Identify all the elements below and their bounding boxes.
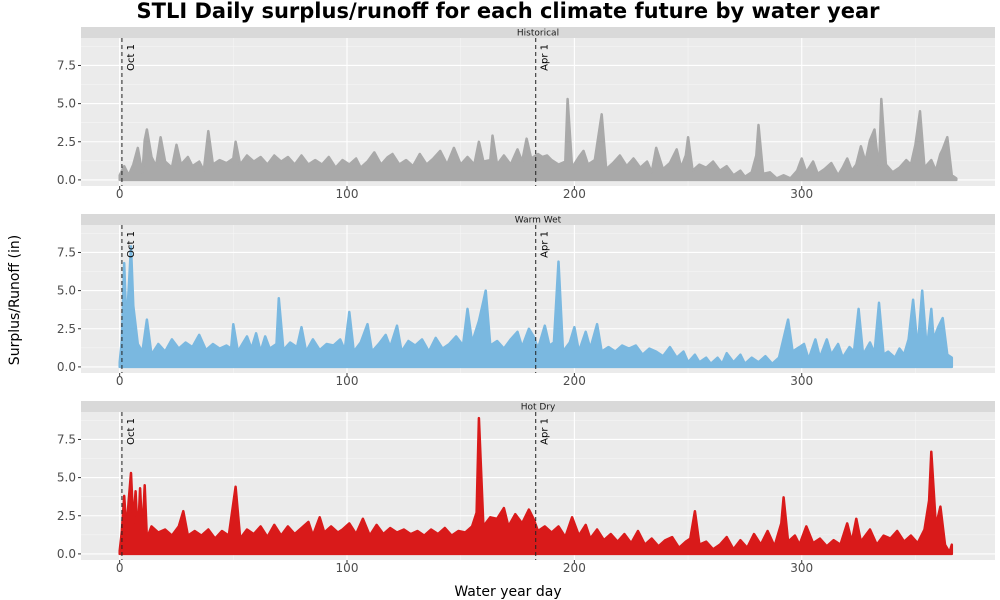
panel-strip-label: Hot Dry [521, 403, 556, 413]
x-tick-label: 0 [116, 374, 124, 388]
x-tick-label: 0 [116, 561, 124, 575]
panel-strip-label: Historical [517, 29, 559, 39]
x-tick-label: 200 [563, 374, 586, 388]
y-tick-label: 0.0 [57, 547, 76, 561]
panels-group: Historical Oct 1 Apr 1 0.0 2.5 5.0 7.5 0 100 200 3… [57, 27, 995, 575]
y-tick-label: 7.5 [57, 432, 76, 446]
series-area [118, 245, 954, 369]
reference-line-label: Oct 1 [126, 231, 137, 258]
reference-line-label: Apr 1 [540, 418, 551, 445]
panel-hot-dry: Hot Dry Oct 1 Apr 1 0.0 2.5 5.0 7.5 0 100 200 300 [57, 401, 995, 575]
x-tick-label: 300 [790, 187, 813, 201]
y-tick-label: 0.0 [57, 173, 76, 187]
x-tick-label: 300 [790, 374, 813, 388]
panel-strip [81, 214, 995, 225]
chart-title: STLI Daily surplus/runoff for each clima… [137, 0, 881, 23]
panel-historical: Historical Oct 1 Apr 1 0.0 2.5 5.0 7.5 0 100 200 3… [57, 27, 995, 201]
x-tick-label: 0 [116, 187, 124, 201]
reference-line-label: Oct 1 [126, 418, 137, 445]
x-tick-label: 100 [336, 187, 359, 201]
x-tick-label: 100 [336, 561, 359, 575]
panel-strip-label: Warm Wet [515, 216, 562, 226]
x-tick-label: 300 [790, 561, 813, 575]
y-tick-label: 7.5 [57, 58, 76, 72]
panel-strip [81, 27, 995, 38]
y-tick-label: 5.0 [57, 284, 76, 298]
x-tick-label: 100 [336, 374, 359, 388]
series-area [118, 97, 958, 182]
y-tick-label: 2.5 [57, 509, 76, 523]
panel-strip [81, 401, 995, 412]
y-tick-label: 0.0 [57, 360, 76, 374]
y-tick-label: 5.0 [57, 471, 76, 485]
reference-line-label: Apr 1 [540, 231, 551, 258]
y-tick-label: 7.5 [57, 245, 76, 259]
x-axis-title: Water year day [454, 584, 561, 600]
x-tick-label: 200 [563, 187, 586, 201]
reference-line-label: Apr 1 [540, 44, 551, 71]
x-tick-label: 200 [563, 561, 586, 575]
panel-warm-wet: Warm Wet Oct 1 Apr 1 0.0 2.5 5.0 7.5 0 100 200 300 [57, 214, 995, 388]
y-tick-label: 2.5 [57, 135, 76, 149]
y-tick-label: 2.5 [57, 322, 76, 336]
reference-line-label: Oct 1 [126, 44, 137, 71]
y-tick-label: 5.0 [57, 97, 76, 111]
y-axis-title: Surplus/Runoff (in) [7, 235, 23, 365]
